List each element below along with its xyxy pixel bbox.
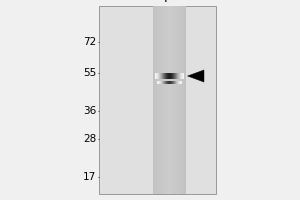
- Bar: [179, 81, 180, 84]
- Bar: [174, 81, 175, 84]
- Bar: [165, 6, 166, 194]
- Bar: [179, 73, 180, 79]
- Bar: [175, 6, 176, 194]
- Bar: [99, 6, 216, 194]
- Bar: [178, 73, 179, 79]
- Bar: [183, 73, 184, 79]
- Bar: [162, 81, 163, 84]
- Bar: [167, 81, 168, 84]
- Bar: [182, 6, 183, 194]
- Bar: [174, 6, 175, 194]
- Bar: [162, 6, 163, 194]
- Bar: [176, 6, 177, 194]
- Bar: [165, 81, 166, 84]
- Text: 17: 17: [83, 172, 96, 182]
- Text: 72: 72: [83, 37, 96, 47]
- Bar: [181, 6, 182, 194]
- Bar: [169, 81, 170, 84]
- Bar: [160, 81, 161, 84]
- Bar: [172, 6, 173, 194]
- Bar: [176, 81, 177, 84]
- Bar: [158, 73, 159, 79]
- Bar: [169, 73, 170, 79]
- Bar: [161, 6, 162, 194]
- Bar: [153, 6, 154, 194]
- Text: HepG2: HepG2: [148, 0, 191, 2]
- Bar: [161, 73, 162, 79]
- Bar: [168, 73, 169, 79]
- Bar: [160, 6, 161, 194]
- Bar: [154, 6, 155, 194]
- Bar: [169, 6, 171, 194]
- Bar: [170, 73, 171, 79]
- Bar: [162, 73, 163, 79]
- Bar: [184, 6, 185, 194]
- Bar: [163, 81, 164, 84]
- Bar: [167, 6, 168, 194]
- Bar: [171, 81, 172, 84]
- Bar: [166, 6, 167, 194]
- Bar: [180, 81, 181, 84]
- Text: 36: 36: [83, 106, 96, 116]
- Bar: [172, 81, 173, 84]
- Bar: [170, 81, 171, 84]
- Bar: [164, 73, 165, 79]
- Bar: [159, 81, 160, 84]
- Bar: [178, 6, 179, 194]
- Bar: [160, 73, 161, 79]
- Polygon shape: [188, 70, 204, 82]
- Bar: [174, 73, 175, 79]
- Bar: [185, 6, 186, 194]
- Bar: [175, 73, 176, 79]
- Bar: [181, 81, 182, 84]
- Bar: [182, 73, 183, 79]
- Bar: [173, 6, 174, 194]
- Bar: [168, 81, 169, 84]
- Bar: [158, 6, 160, 194]
- Bar: [183, 6, 184, 194]
- Text: 55: 55: [83, 68, 96, 78]
- Bar: [166, 73, 167, 79]
- Bar: [178, 81, 179, 84]
- Bar: [156, 73, 157, 79]
- Bar: [177, 81, 178, 84]
- Bar: [164, 6, 165, 194]
- Bar: [181, 73, 182, 79]
- Bar: [168, 6, 169, 194]
- Text: 28: 28: [83, 134, 96, 144]
- Bar: [177, 73, 178, 79]
- Bar: [159, 73, 160, 79]
- Bar: [155, 73, 156, 79]
- Bar: [173, 81, 174, 84]
- Bar: [171, 73, 172, 79]
- Bar: [173, 73, 174, 79]
- Bar: [179, 6, 181, 194]
- Bar: [172, 73, 173, 79]
- Bar: [163, 6, 164, 194]
- Bar: [163, 73, 164, 79]
- Bar: [164, 81, 165, 84]
- Bar: [156, 6, 158, 194]
- Bar: [167, 73, 168, 79]
- Bar: [180, 73, 181, 79]
- Bar: [158, 81, 159, 84]
- Bar: [161, 81, 162, 84]
- Bar: [171, 6, 172, 194]
- Bar: [176, 73, 177, 79]
- Bar: [177, 6, 178, 194]
- Bar: [165, 73, 166, 79]
- Bar: [157, 73, 158, 79]
- Bar: [155, 6, 156, 194]
